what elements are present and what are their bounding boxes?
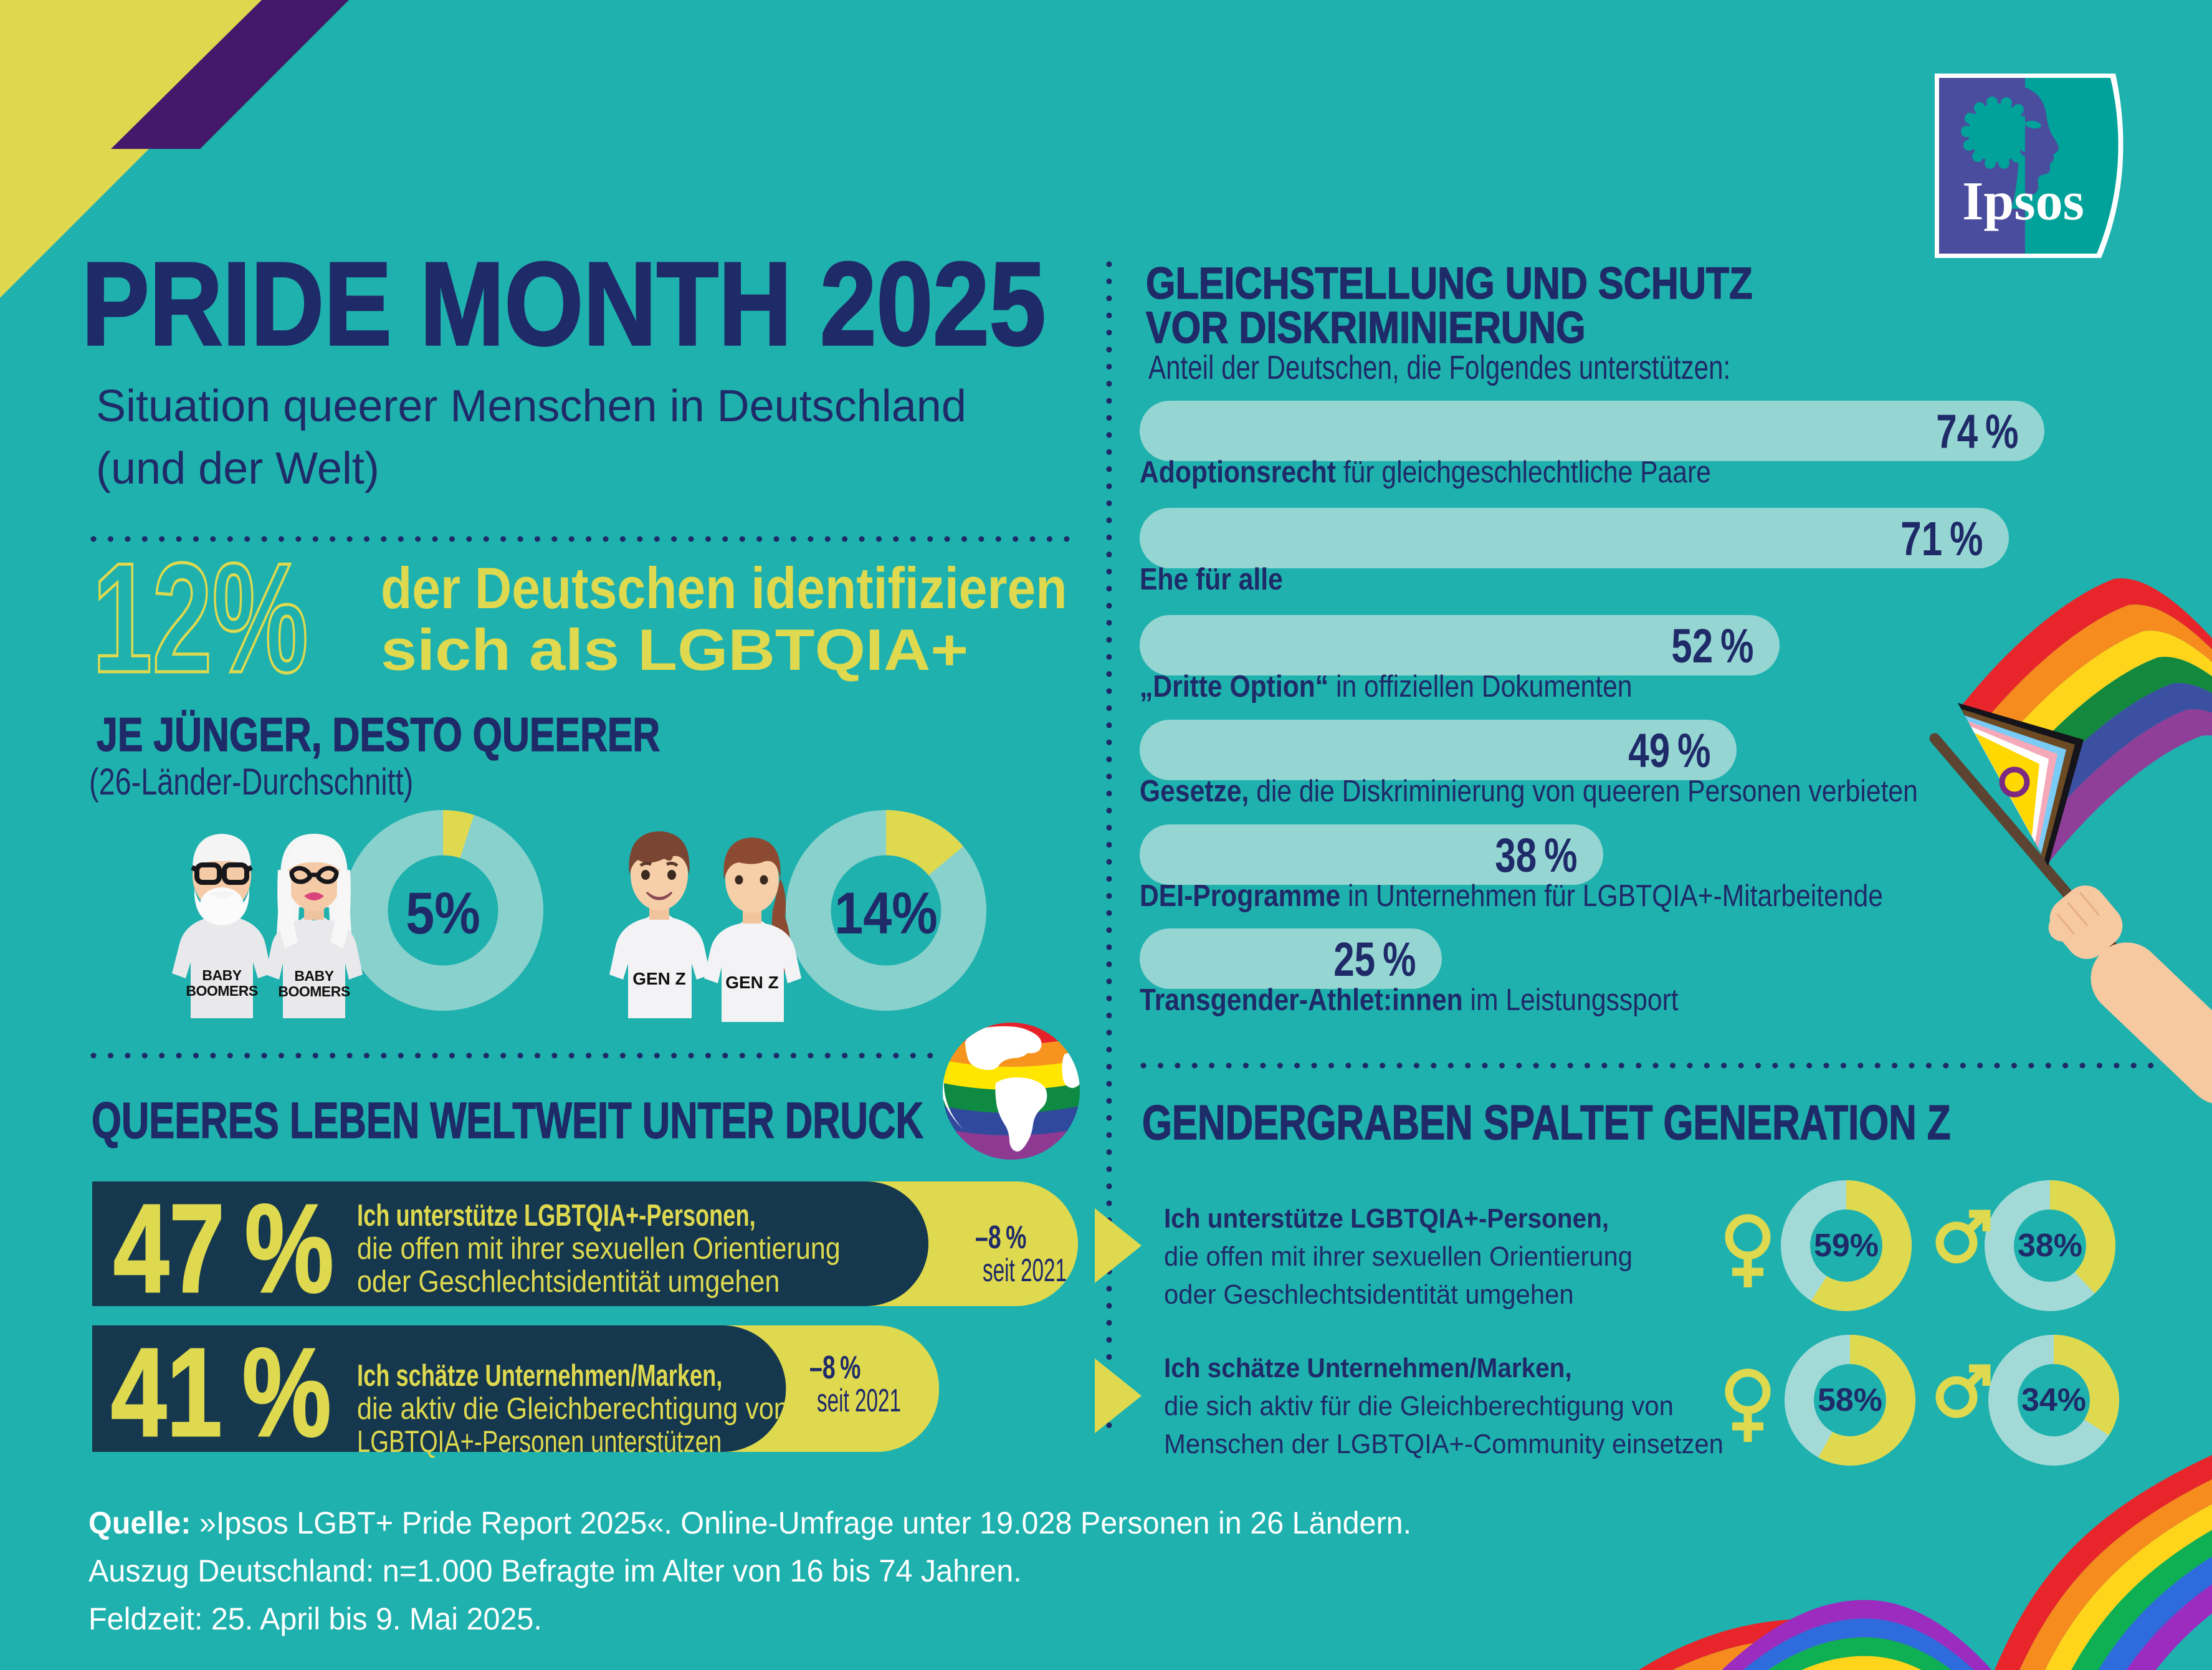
svg-text:BABY: BABY	[294, 968, 333, 984]
svg-text:BOOMERS: BOOMERS	[278, 983, 350, 1000]
svg-text:BOOMERS: BOOMERS	[186, 983, 258, 999]
svg-text:Ipsos: Ipsos	[1962, 171, 2084, 232]
svg-text:GEN Z: GEN Z	[725, 973, 779, 992]
svg-text:BABY: BABY	[202, 967, 241, 983]
svg-text:GEN Z: GEN Z	[632, 969, 686, 988]
